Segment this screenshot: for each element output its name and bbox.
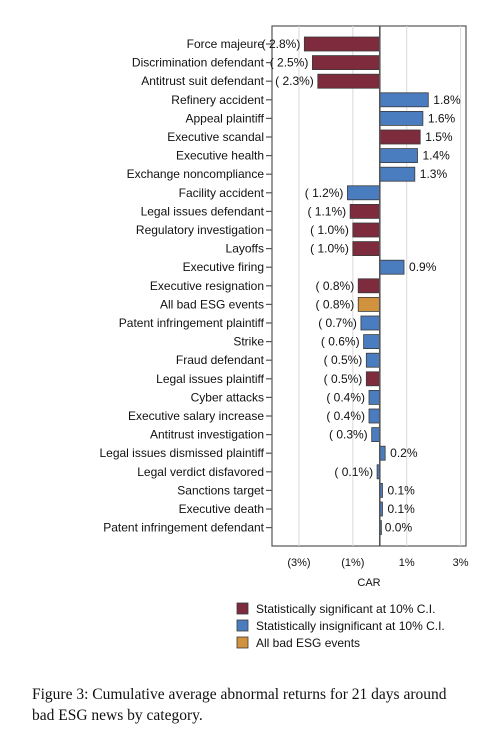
bar: [349, 203, 381, 219]
bar: [379, 92, 429, 108]
data-label: 0.2%: [390, 446, 418, 460]
data-label: ( 0.7%): [318, 316, 357, 330]
category-label: Layoffs: [226, 242, 264, 256]
data-label: 1.5%: [425, 130, 453, 144]
data-label: ( 0.8%): [316, 279, 355, 293]
bar: [379, 148, 418, 164]
category-label: Patent infringement defendant: [103, 521, 264, 535]
legend-label: All bad ESG events: [256, 636, 360, 650]
bar: [352, 241, 381, 257]
bar: [357, 296, 381, 312]
category-label: Legal issues plaintiff: [156, 372, 265, 386]
bar: [303, 36, 381, 52]
bar: [379, 129, 421, 145]
category-label: Legal verdict disfavored: [137, 465, 264, 479]
category-label: Legal issues dismissed plaintiff: [99, 446, 264, 460]
data-label: ( 1.2%): [305, 186, 344, 200]
legend-swatch: [236, 602, 249, 615]
category-label: Executive scandal: [167, 130, 264, 144]
category-label: Executive firing: [183, 260, 264, 274]
category-label: Discrimination defendant: [132, 56, 265, 70]
bar: [379, 445, 386, 461]
legend-label: Statistically insignificant at 10% C.I.: [256, 619, 445, 633]
category-label: Appeal plaintiff: [185, 111, 264, 125]
data-label: ( 0.3%): [329, 428, 368, 442]
category-label: Sanctions target: [177, 483, 264, 497]
data-label: 0.9%: [409, 260, 437, 274]
legend-swatch: [236, 636, 249, 649]
data-label: ( 0.5%): [324, 372, 363, 386]
x-tick-label: 1%: [399, 557, 415, 569]
bar: [357, 278, 381, 294]
data-label: ( 0.5%): [324, 353, 363, 367]
data-label: ( 1.0%): [310, 242, 349, 256]
category-label: Cyber attacks: [191, 390, 264, 404]
legend: Statistically significant at 10% C.I. Sta…: [236, 602, 445, 650]
category-label: Executive death: [179, 502, 264, 516]
category-label: Facility accident: [179, 186, 265, 200]
category-label: Strike: [233, 335, 264, 349]
x-tick-label: 3%: [453, 557, 469, 569]
data-label: 1.6%: [428, 111, 456, 125]
data-label: ( 0.4%): [326, 409, 365, 423]
data-label: ( 2.8%): [262, 37, 301, 51]
data-label: ( 2.3%): [275, 74, 314, 88]
bar: [371, 427, 381, 443]
bar: [365, 371, 381, 387]
category-label: Patent infringement plaintiff: [119, 316, 265, 330]
bar: [317, 73, 381, 89]
bar: [379, 111, 424, 126]
bar: [360, 315, 381, 331]
category-labels: Force majeure Discrimination defendant Ant…: [99, 37, 272, 535]
legend-label: Statistically significant at 10% C.I.: [256, 602, 435, 616]
bar: [363, 334, 381, 350]
bar: [365, 352, 381, 368]
bar: [312, 55, 381, 70]
category-label: Executive salary increase: [128, 409, 264, 423]
bar: [352, 222, 381, 238]
bar: [368, 408, 381, 424]
category-label: Legal issues defendant: [141, 204, 265, 218]
bar: [379, 259, 405, 275]
data-label: 1.4%: [423, 149, 451, 163]
bar: [347, 185, 381, 201]
car-bar-chart: ( 2.8%) ( 2.5%) ( 2.3%) 1.8% 1.6% 1.5% 1.4% 1.3…: [99, 25, 469, 650]
data-label: 0.1%: [387, 502, 415, 516]
data-label: ( 0.1%): [334, 465, 373, 479]
bars: ( 2.8%) ( 2.5%) ( 2.3%) 1.8% 1.6% 1.5% 1.4% 1.3…: [262, 36, 461, 535]
category-label: Regulatory investigation: [136, 223, 264, 237]
data-label: ( 1.1%): [307, 204, 346, 218]
data-label: ( 0.6%): [321, 335, 360, 349]
data-label: 0.1%: [387, 483, 415, 497]
data-label: ( 2.5%): [270, 56, 309, 70]
data-label: 0.0%: [385, 521, 413, 535]
figure-caption: Figure 3: Cumulative average abnormal re…: [32, 686, 447, 724]
x-tick-label: (3%): [287, 557, 310, 569]
data-label: 1.3%: [420, 167, 448, 181]
bar: [379, 166, 416, 182]
category-label: Antitrust suit defendant: [141, 74, 264, 88]
data-label: ( 1.0%): [310, 223, 349, 237]
category-label: Executive resignation: [150, 279, 264, 293]
bar: [368, 389, 381, 405]
category-label: Force majeure: [187, 37, 265, 51]
x-axis-title: CAR: [357, 577, 380, 589]
x-tick-labels: (3%) (1%) 1% 3%: [287, 557, 468, 569]
x-tick-label: (1%): [341, 557, 364, 569]
category-label: Executive health: [176, 149, 264, 163]
category-label: Exchange noncompliance: [127, 167, 265, 181]
data-label: 1.8%: [433, 93, 461, 107]
data-label: ( 0.8%): [316, 297, 355, 311]
category-label: Antitrust investigation: [150, 428, 264, 442]
legend-swatch: [236, 619, 249, 632]
category-label: Refinery accident: [171, 93, 264, 107]
category-label: All bad ESG events: [160, 297, 264, 311]
data-label: ( 0.4%): [326, 390, 365, 404]
category-label: Fraud defendant: [176, 353, 265, 367]
